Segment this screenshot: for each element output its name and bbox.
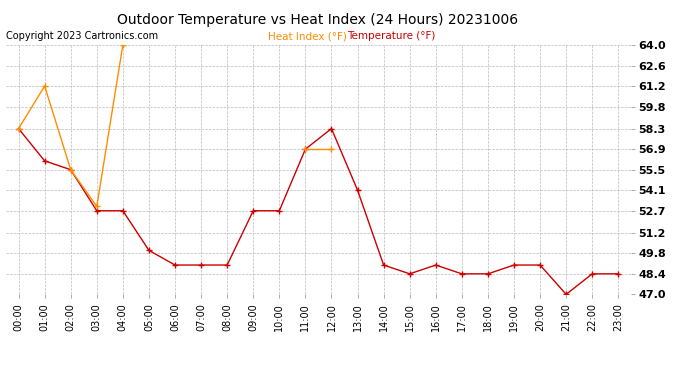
Text: Copyright 2023 Cartronics.com: Copyright 2023 Cartronics.com [6,31,157,41]
Text: Outdoor Temperature vs Heat Index (24 Hours) 20231006: Outdoor Temperature vs Heat Index (24 Ho… [117,13,518,27]
Text: Heat Index (°F): Heat Index (°F) [268,31,346,41]
Text: Temperature (°F): Temperature (°F) [346,31,435,41]
